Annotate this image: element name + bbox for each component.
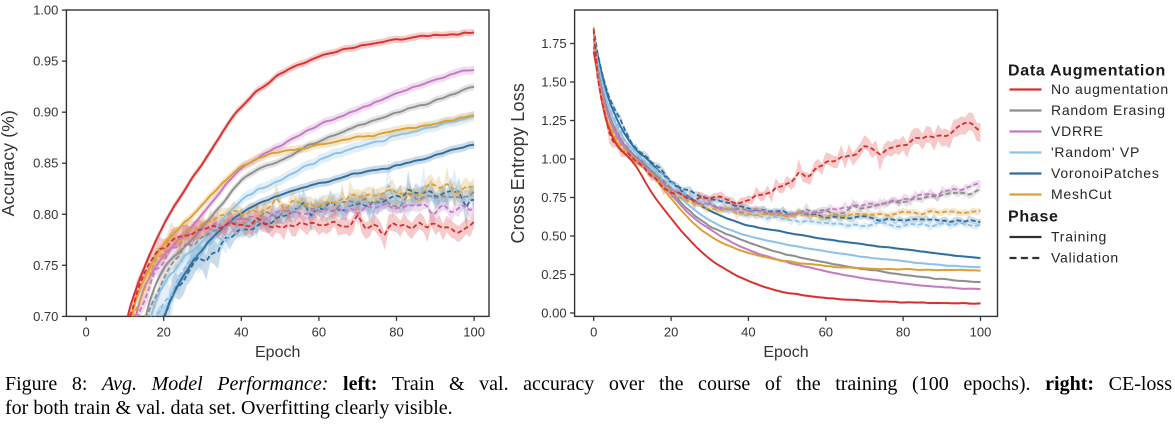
svg-text:0: 0 xyxy=(590,324,597,339)
svg-text:1.00: 1.00 xyxy=(541,152,566,167)
svg-text:60: 60 xyxy=(819,324,833,339)
svg-text:60: 60 xyxy=(312,324,326,339)
svg-text:40: 40 xyxy=(741,324,755,339)
svg-text:100: 100 xyxy=(970,324,992,339)
svg-text:Epoch: Epoch xyxy=(763,344,808,361)
svg-text:Cross Entropy Loss: Cross Entropy Loss xyxy=(508,83,528,244)
svg-text:100: 100 xyxy=(463,324,485,339)
svg-text:1.00: 1.00 xyxy=(33,3,58,18)
svg-text:0.75: 0.75 xyxy=(33,258,58,273)
svg-text:0.70: 0.70 xyxy=(33,309,58,324)
svg-text:'Random' VP: 'Random' VP xyxy=(1051,144,1140,160)
svg-text:80: 80 xyxy=(896,324,910,339)
svg-text:0.80: 0.80 xyxy=(33,207,58,222)
svg-text:1.50: 1.50 xyxy=(541,75,566,90)
svg-text:20: 20 xyxy=(156,324,170,339)
svg-text:0.85: 0.85 xyxy=(33,156,58,171)
svg-text:Validation: Validation xyxy=(1051,250,1119,266)
svg-text:0.00: 0.00 xyxy=(541,306,566,321)
svg-text:40: 40 xyxy=(234,324,248,339)
svg-text:Accuracy (%): Accuracy (%) xyxy=(0,110,18,216)
svg-text:0.90: 0.90 xyxy=(33,105,58,120)
svg-text:1.75: 1.75 xyxy=(541,36,566,51)
svg-text:Epoch: Epoch xyxy=(255,344,300,361)
svg-text:0.95: 0.95 xyxy=(33,54,58,69)
svg-text:0.25: 0.25 xyxy=(541,267,566,282)
svg-text:0.50: 0.50 xyxy=(541,229,566,244)
svg-text:1.25: 1.25 xyxy=(541,113,566,128)
svg-text:MeshCut: MeshCut xyxy=(1051,186,1112,202)
svg-text:No augmentation: No augmentation xyxy=(1051,81,1169,97)
svg-text:0: 0 xyxy=(82,324,89,339)
svg-text:Training: Training xyxy=(1051,229,1107,245)
svg-text:VoronoiPatches: VoronoiPatches xyxy=(1051,165,1160,181)
svg-text:Phase: Phase xyxy=(1008,209,1059,226)
svg-text:0.75: 0.75 xyxy=(541,190,566,205)
svg-text:20: 20 xyxy=(664,324,678,339)
svg-text:Data Augmentation: Data Augmentation xyxy=(1008,63,1166,80)
svg-text:VDRRE: VDRRE xyxy=(1051,123,1104,139)
svg-text:Random Erasing: Random Erasing xyxy=(1051,102,1166,118)
svg-text:80: 80 xyxy=(389,324,403,339)
